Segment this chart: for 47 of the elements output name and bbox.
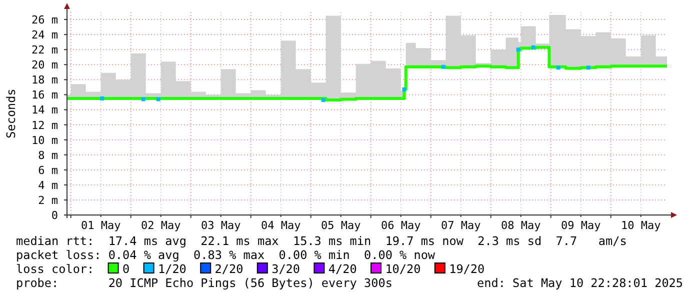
point [100,96,104,100]
text: end: Sat May 10 22:28:01 2025 [477,276,683,290]
y-tick-label: 14 m [32,104,58,117]
legend-label: 4/20 [328,262,357,276]
x-tick-label: 04 May [260,219,302,232]
y-tick-label: 0 [51,209,58,222]
x-tick-label: 07 May [440,219,482,232]
y-axis-title: Seconds [4,88,18,138]
point [516,48,520,52]
y-tick-label: 26 m [32,14,58,27]
y-tick-label: 12 m [32,118,58,132]
text: median rtt: 17.4 ms avg 22.1 ms max 15.3 ms min 19.7 ms now 2.3 ms sd 7.7 am/s [16,234,627,248]
y-tick-label: 18 m [32,74,58,87]
point [156,97,160,102]
y-tick-label: 22 m [32,44,58,57]
x-tick-label: 09 May [560,219,602,232]
point [321,98,326,102]
point [441,64,446,69]
legend-label: 2/20 [214,262,244,276]
y-tick-label: 2 m [38,194,58,207]
legend-label: 10/20 [385,262,421,276]
x-tick-label: 10 May [620,219,662,232]
legend-label: 1/20 [158,262,186,276]
point [402,87,406,92]
point [531,45,536,50]
legend-label: 0 [122,262,130,276]
x-tick-label: 02 May [140,219,182,232]
legend-label: 19/20 [449,262,485,276]
y-tick-label: 20 m [32,58,58,72]
y-tick-label: 4 m [38,178,58,192]
point [141,97,146,102]
y-tick-label: 8 m [38,148,58,162]
x-tick-label: 03 May [200,219,242,232]
x-tick-label: 08 May [500,219,542,232]
x-tick-label: 05 May [320,219,362,232]
x-tick-label: 01 May [80,219,122,232]
legend-label: 3/20 [272,262,300,276]
y-tick-label: 10 m [32,134,58,147]
point [556,66,560,70]
y-tick-label: 24 m [32,28,58,42]
point [586,66,590,70]
y-tick-label: 6 m [38,164,58,177]
x-tick-label: 06 May [380,219,422,232]
y-tick-label: 16 m [32,88,58,102]
text: probe: 20 ICMP Echo Pings (56 Bytes) every 300s [16,276,392,290]
text: packet loss: 0.04 % avg 0.83 % max 0.00 % min 0.00 % now [16,248,436,262]
legend-title: loss color: [16,262,94,276]
